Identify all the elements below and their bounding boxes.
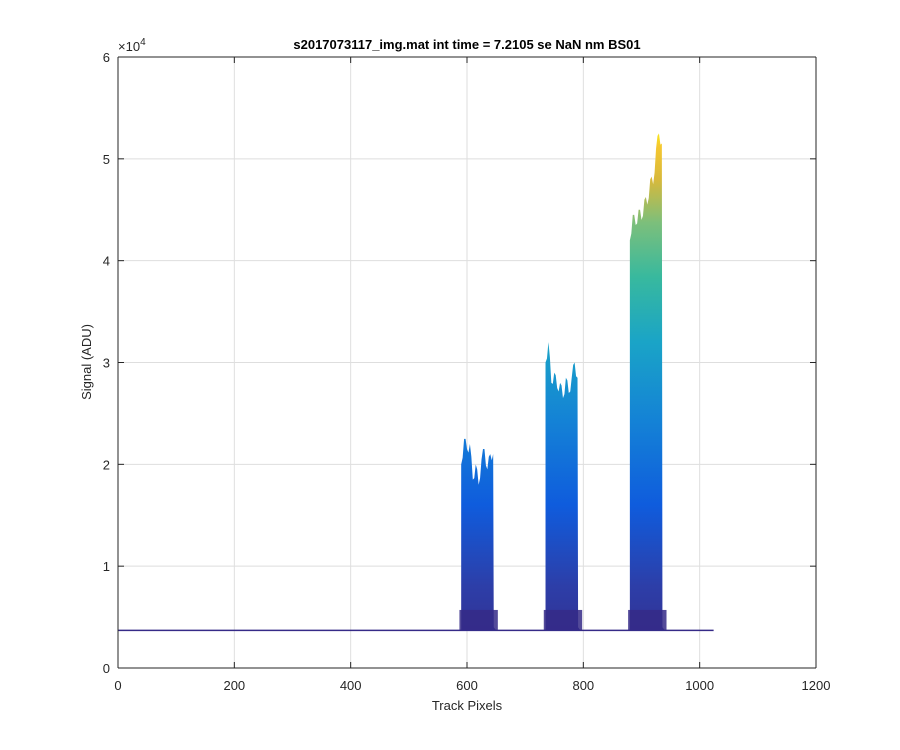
y-axis-title: Signal (ADU) [79, 324, 94, 400]
x-tick-label: 400 [340, 678, 362, 693]
y-tick-label: 6 [103, 50, 110, 65]
chart-title: s2017073117_img.mat int time = 7.2105 se… [293, 37, 640, 52]
axes: 0 200 400 600 800 1000 1200 0 1 2 3 4 5 6 [103, 50, 831, 693]
peak-base-3 [628, 609, 667, 631]
y-tick-label: 0 [103, 661, 110, 676]
x-axis-title: Track Pixels [432, 698, 503, 713]
y-exponent-base: ×10 [118, 39, 140, 54]
peak-area-3 [629, 133, 665, 631]
peak-base-1 [459, 609, 498, 631]
y-tick-label: 2 [103, 457, 110, 472]
peak-area-1 [461, 438, 497, 631]
chart-marks [118, 133, 714, 632]
x-tick-label: 200 [223, 678, 245, 693]
y-tick-label: 3 [103, 356, 110, 371]
y-tick-label: 5 [103, 152, 110, 167]
y-tick-label: 4 [103, 254, 110, 269]
x-tick-label: 800 [572, 678, 594, 693]
peak-area-2 [545, 342, 581, 631]
x-tick-label: 1000 [685, 678, 714, 693]
x-tick-label: 1200 [802, 678, 831, 693]
y-exponent-label: ×104 [118, 37, 146, 54]
peak-base-2 [543, 609, 583, 631]
x-tick-label: 0 [114, 678, 121, 693]
y-tick-label: 1 [103, 559, 110, 574]
y-exponent-power: 4 [140, 37, 146, 48]
x-tick-label: 600 [456, 678, 478, 693]
svg-text:×104: ×104 [118, 37, 146, 54]
